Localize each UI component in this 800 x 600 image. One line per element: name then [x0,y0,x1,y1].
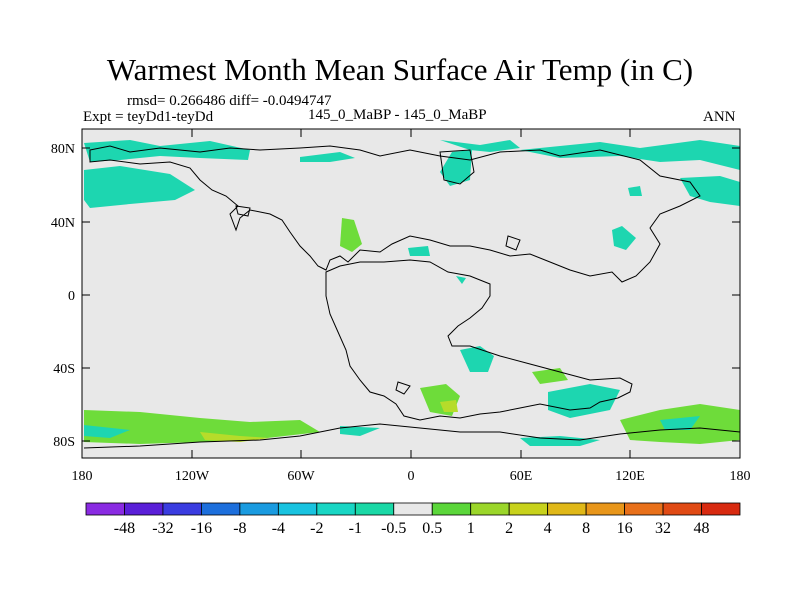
antarctic-coast-outline [83,423,741,449]
colorbar-label: 0.5 [422,520,442,537]
southern-yellow-patch [440,400,458,412]
arctic-cyan-band-west [84,140,250,162]
lon-label-120e: 120E [615,469,645,484]
antarctic-green-band-west [84,410,320,444]
colorbar-label: -1 [349,520,362,537]
colorbar-swatch [239,502,279,516]
colorbar-swatch [508,502,549,516]
anomaly-shading [84,140,740,446]
colorbar-label: 8 [582,520,590,537]
colorbar-swatch [277,502,318,516]
north-america-outline [89,145,701,283]
colorbar-swatch [470,502,510,516]
lon-label-180e: 180 [730,469,751,484]
colorbar-swatch [585,502,625,516]
colorbar-swatch [316,502,356,516]
lon-label-120w: 120W [175,469,210,484]
southern-continent-outline [325,259,633,421]
colorbar-label: 1 [467,520,475,537]
map-panel [81,128,741,459]
lat-label-40n: 40N [51,216,75,231]
period-label: ANN [703,109,736,125]
colorbar-label: -32 [152,520,173,537]
colorbar-label: -4 [272,520,285,537]
map-background [82,129,740,458]
asian-island-outline [505,235,521,251]
coastlines [83,145,741,449]
colorbar-swatch [701,502,741,516]
asian-cyan-patch [612,226,636,250]
lon-label-0: 0 [408,469,415,484]
colorbar-label: 4 [544,520,552,537]
colorbar-swatch [624,502,664,516]
northern-cyan-patch-west [84,166,195,208]
pacific-cyan-dot [628,186,642,196]
colorbar-swatch [431,502,472,516]
antarctic-cyan-band-central [340,426,380,436]
lat-label-40s: 40S [53,362,75,377]
lon-axis: 180 120W 60W 0 60E 120E 180 [72,129,751,484]
arctic-cyan-band-east [440,140,520,152]
colorbar: -48 -32 -16 -8 -4 -2 -1 -0.5 0.5 1 2 4 8 16 32 48 [85,502,741,537]
lon-label-180w: 180 [72,469,93,484]
arctic-island-outline [439,149,475,185]
colorbar-label: 16 [617,520,633,537]
stats-label: rmsd= 0.266486 diff= -0.0494747 [127,93,332,109]
equatorial-cyan-dot [456,276,466,284]
colorbar-swatch [547,502,587,516]
antarctic-cyan-band-west [84,425,130,438]
antarctic-yellow-streak [200,432,270,442]
colorbar-swatch [354,502,395,516]
antarctic-cyan-patch-east [660,416,700,430]
lat-axis: 80N 40N 0 40S 80S [51,142,740,450]
lat-label-80n: 80N [51,142,75,157]
chart-title: Warmest Month Mean Surface Air Temp (in … [106,52,694,87]
colorbar-label: -8 [233,520,246,537]
colorbar-swatch [162,502,202,516]
northern-cyan-patch-east [680,176,740,206]
colorbar-swatch [85,502,125,516]
lat-label-0: 0 [68,289,75,304]
colorbar-label: -16 [191,520,212,537]
lon-label-60w: 60W [287,469,315,484]
southern-island-outline [395,381,411,395]
colorbar-swatch [662,502,702,516]
experiment-label: Expt = teyDd1-teyDd [83,109,214,125]
colorbar-swatch [201,502,241,516]
gondwana-cyan-patch [460,346,494,372]
colorbar-label: 48 [694,520,710,537]
colorbar-label: -2 [310,520,323,537]
western-island-outline [235,205,251,217]
colorbar-label: -0.5 [381,520,406,537]
arctic-cyan-band-central [300,152,355,162]
colorbar-swatch [393,502,433,516]
colorbar-label: -48 [114,520,135,537]
colorbar-label: 32 [655,520,671,537]
colorbar-swatch [124,502,164,516]
lat-label-80s: 80S [53,435,75,450]
arctic-cyan-band-far-east [520,140,740,170]
center-label: 145_0_MaBP - 145_0_MaBP [308,107,487,123]
tethys-cyan-patch [408,246,430,256]
lon-label-60e: 60E [510,469,533,484]
colorbar-label: 2 [505,520,513,537]
north-american-green-patch [340,218,362,252]
